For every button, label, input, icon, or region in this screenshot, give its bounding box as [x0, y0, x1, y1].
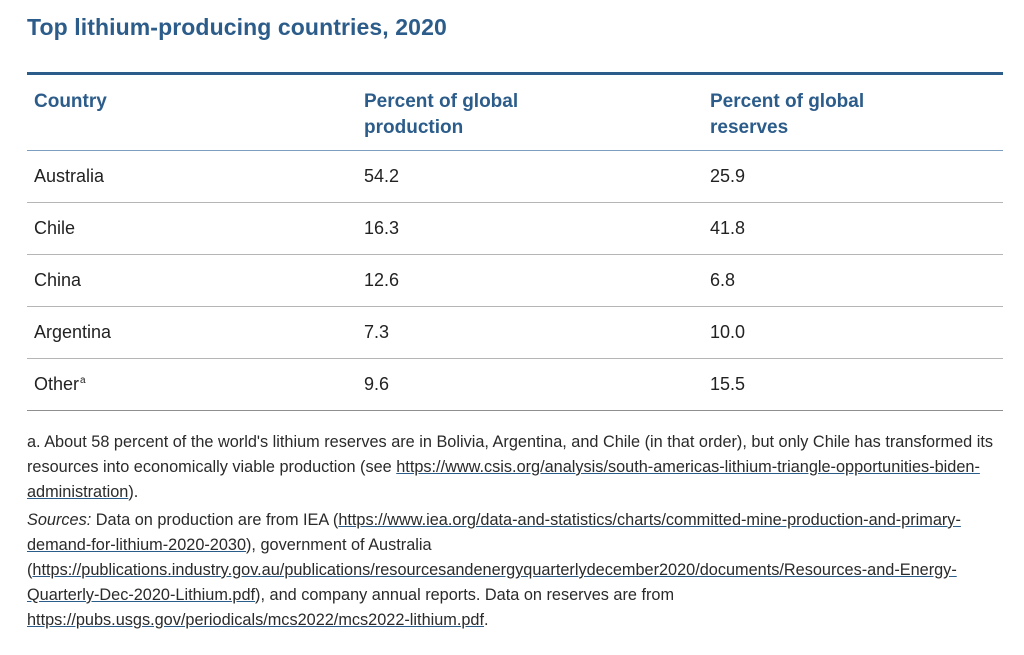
lithium-table: Country Percent of global production Per…: [27, 72, 1003, 411]
cell-country: China: [27, 255, 357, 307]
iea-link[interactable]: https://www.iea.org/data-and-statistics/…: [27, 511, 961, 554]
cell-production: 12.6: [364, 270, 400, 290]
cell-production: 9.6: [364, 374, 390, 394]
cell-country: Othera: [27, 359, 357, 411]
table-title: Top lithium-producing countries, 2020: [27, 14, 447, 40]
header-reserves-line1: Percent of global: [710, 91, 865, 112]
sources-note: Sources: Data on production are from IEA…: [27, 508, 1007, 633]
header-country: Country: [27, 74, 357, 151]
table-header: Country Percent of global production Per…: [27, 73, 1003, 151]
sources-tail: .: [484, 611, 489, 629]
table-body: Australia 54.2 25.9 Chile 16.3 41.8 Chin…: [27, 151, 1003, 411]
header-country-label: Country: [34, 91, 107, 112]
country-name: China: [34, 270, 82, 290]
australia-gov-link[interactable]: https://publications.industry.gov.au/pub…: [27, 561, 957, 604]
footnote-marker: a: [80, 375, 86, 386]
header-reserves: Percent of global reserves: [703, 74, 1003, 151]
cell-reserves: 6.8: [710, 270, 736, 290]
table-row: Chile 16.3 41.8: [27, 203, 1003, 255]
cell-production: 7.3: [364, 322, 390, 342]
table-row: China 12.6 6.8: [27, 255, 1003, 307]
usgs-link[interactable]: https://pubs.usgs.gov/periodicals/mcs202…: [27, 611, 485, 629]
sources-label: Sources:: [27, 511, 92, 529]
sources-text-3: ), and company annual reports. Data on r…: [255, 586, 675, 604]
country-name: Chile: [34, 218, 76, 238]
header-production-line1: Percent of global: [364, 91, 519, 112]
header-row: Country Percent of global production Per…: [27, 73, 1003, 151]
table-container: Country Percent of global production Per…: [27, 72, 1003, 411]
country-name: Argentina: [34, 322, 112, 342]
country-name: Other: [34, 374, 80, 394]
cell-production: 54.2: [364, 166, 400, 186]
table-notes: a. About 58 percent of the world's lithi…: [27, 430, 1007, 636]
table-row: Argentina 7.3 10.0: [27, 307, 1003, 359]
cell-reserves: 15.5: [710, 374, 746, 394]
cell-country: Argentina: [27, 307, 357, 359]
header-production: Percent of global production: [357, 74, 703, 151]
footnote-a: a. About 58 percent of the world's lithi…: [27, 430, 1007, 505]
cell-country: Australia: [27, 151, 357, 203]
sources-text-1: Data on production are from IEA (: [91, 511, 339, 529]
cell-reserves: 25.9: [710, 166, 746, 186]
table-row: Australia 54.2 25.9: [27, 151, 1003, 203]
cell-reserves: 41.8: [710, 218, 746, 238]
header-production-line2: production: [364, 117, 464, 138]
cell-production: 16.3: [364, 218, 400, 238]
cell-country: Chile: [27, 203, 357, 255]
footnote-a-tail: ).: [128, 483, 139, 501]
footnote-a-text: a. About 58 percent of the world's lithi…: [27, 433, 994, 476]
header-reserves-line2: reserves: [710, 117, 789, 138]
csis-link[interactable]: https://www.csis.org/analysis/south-amer…: [27, 458, 980, 501]
table-row: Othera 9.6 15.5: [27, 359, 1003, 411]
sources-text-2: ), government of Australia (: [27, 536, 432, 579]
cell-reserves: 10.0: [710, 322, 746, 342]
country-name: Australia: [34, 166, 105, 186]
